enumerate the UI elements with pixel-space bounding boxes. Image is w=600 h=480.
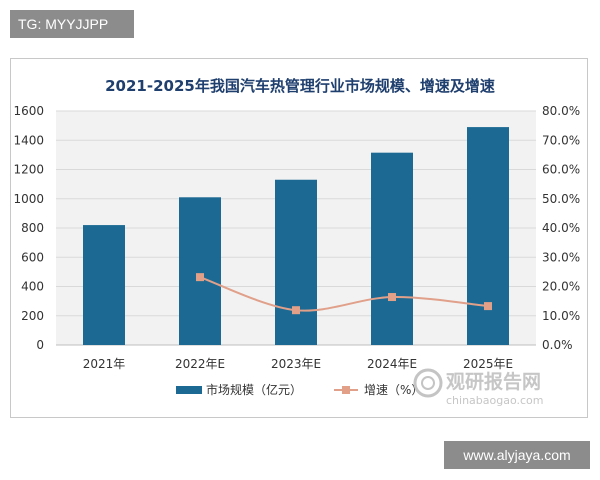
x-tick-label: 2025年E	[463, 357, 513, 371]
bar	[83, 225, 125, 345]
bars	[83, 127, 509, 346]
x-tick-label: 2024年E	[367, 357, 417, 371]
tg-label: TG: MYYJJPP	[10, 10, 134, 38]
growth-point	[196, 273, 204, 282]
watermark-en: chinabaogao.com	[446, 394, 544, 407]
legend-line-marker	[342, 386, 350, 394]
y-right-tick-label: 80.0%	[542, 104, 580, 118]
bar	[179, 197, 221, 345]
y-left-tick-label: 1400	[13, 133, 44, 147]
y-right-tick-label: 60.0%	[542, 163, 580, 177]
y-right-tick-label: 0.0%	[542, 338, 573, 352]
x-tick-label: 2023年E	[271, 357, 321, 371]
watermark-logo-icon	[413, 368, 443, 398]
growth-point	[484, 302, 492, 311]
y-right-tick-label: 50.0%	[542, 192, 580, 206]
legend-bar-swatch	[176, 386, 202, 394]
growth-line-path	[199, 276, 489, 312]
y-right-tick-label: 20.0%	[542, 280, 580, 294]
y-right-tick-label: 40.0%	[542, 221, 580, 235]
chart-title: 2021-2025年我国汽车热管理行业市场规模、增速及增速	[105, 77, 495, 95]
growth-point	[388, 293, 396, 302]
y-axis-left: 0 200 400 600 800 1000 1200 1400 1600	[13, 104, 44, 352]
x-tick-label: 2021年	[83, 357, 126, 371]
y-left-tick-label: 400	[21, 280, 44, 294]
y-left-tick-label: 800	[21, 221, 44, 235]
bar	[275, 179, 317, 345]
bar	[371, 152, 413, 345]
y-left-tick-label: 200	[21, 309, 44, 323]
bar	[467, 127, 509, 346]
y-left-tick-label: 1000	[13, 192, 44, 206]
y-left-tick-label: 600	[21, 250, 44, 264]
y-left-tick-label: 1200	[13, 163, 44, 177]
growth-line	[196, 273, 492, 315]
watermark: 观研报告网 chinabaogao.com	[413, 368, 544, 407]
y-right-tick-label: 30.0%	[542, 250, 580, 264]
legend: 市场规模（亿元） 增速（%）	[176, 382, 423, 397]
y-axis-right: 0.0% 10.0% 20.0% 30.0% 40.0% 50.0% 60.0% 70.0% 8…	[542, 104, 580, 352]
y-left-tick-label: 0	[36, 338, 44, 352]
y-right-tick-label: 70.0%	[542, 133, 580, 147]
y-left-tick-label: 1600	[13, 104, 44, 118]
growth-point	[292, 306, 300, 315]
x-tick-label: 2022年E	[175, 357, 225, 371]
x-axis-labels: 2021年 2022年E 2023年E 2024年E 2025年E	[83, 357, 513, 371]
website-label: www.alyjaya.com	[444, 441, 590, 469]
legend-bar-label: 市场规模（亿元）	[206, 382, 302, 397]
legend-line-label: 增速（%）	[364, 383, 423, 397]
watermark-cn: 观研报告网	[446, 370, 541, 393]
y-right-tick-label: 10.0%	[542, 309, 580, 323]
